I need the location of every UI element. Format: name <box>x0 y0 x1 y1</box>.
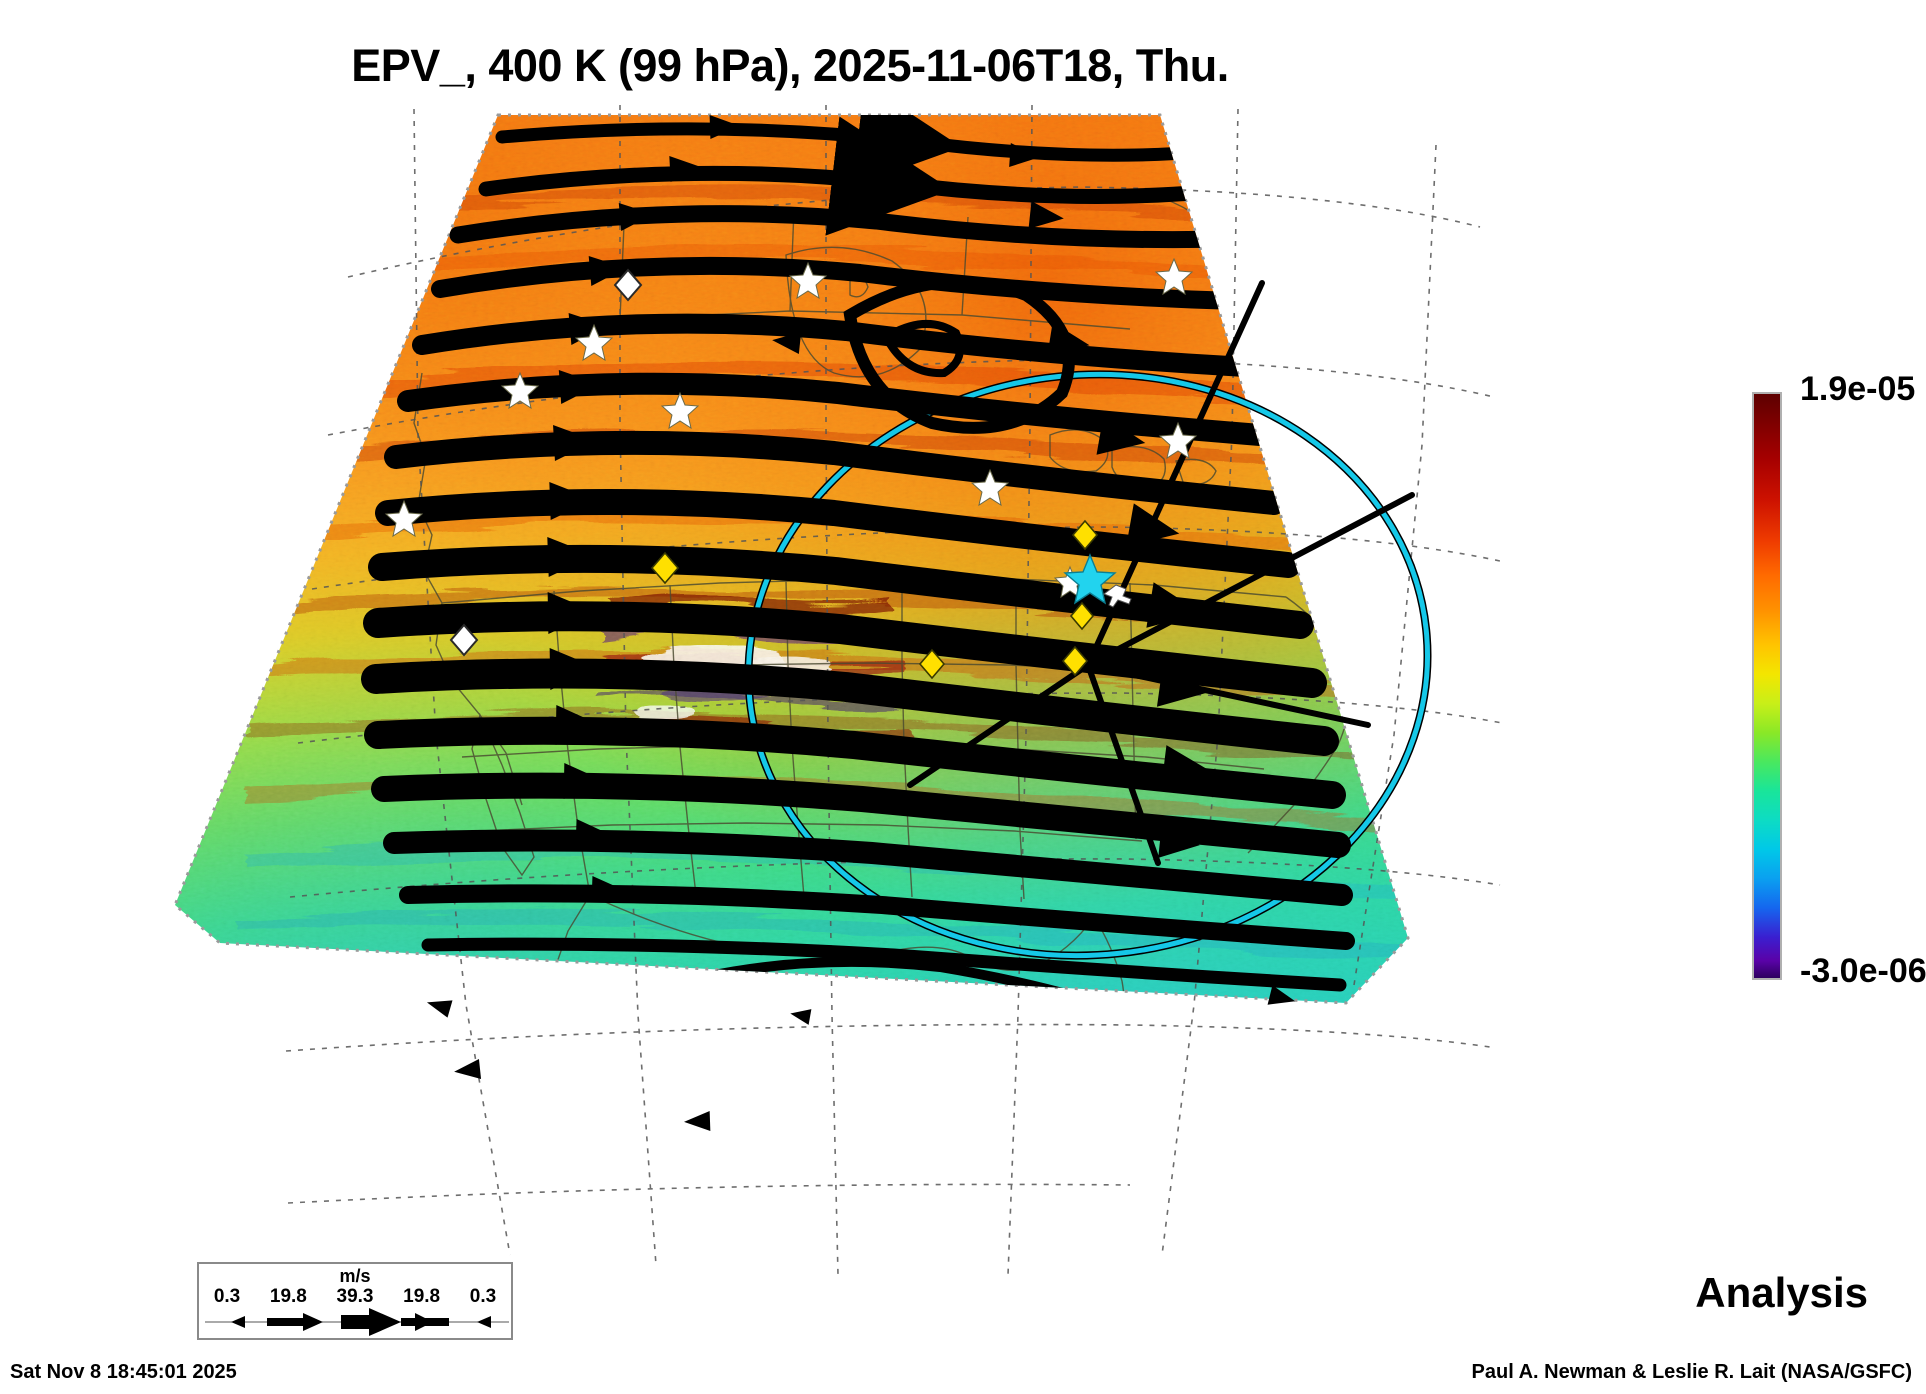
map-canvas[interactable] <box>150 105 1510 1285</box>
range-ring-group[interactable] <box>720 341 1457 989</box>
wind-tick-0: 0.3 <box>213 1286 241 1307</box>
wind-tick-4: 0.3 <box>469 1286 497 1307</box>
author-credits: Paul A. Newman & Leslie R. Lait (NASA/GS… <box>1471 1361 1912 1383</box>
open-diamond-marker[interactable] <box>449 268 643 657</box>
wind-legend-arrows <box>205 1308 509 1336</box>
analysis-label: Analysis <box>1695 1269 1868 1316</box>
colorbar[interactable]: 1.9e-05 -3.0e-06 <box>1748 370 1926 990</box>
map-panel[interactable] <box>150 105 1510 1285</box>
wind-legend-units: m/s <box>339 1266 371 1286</box>
yellow-diamond-marker[interactable] <box>650 519 1099 680</box>
colorbar-gradient <box>1752 392 1782 980</box>
map-boundary <box>173 113 1410 1005</box>
colorbar-max-label: 1.9e-05 <box>1800 370 1916 408</box>
wind-legend-ticks: 0.3 19.8 39.3 19.8 0.3 <box>199 1286 511 1308</box>
wind-speed-legend[interactable]: m/s 0.3 19.8 39.3 19.8 0.3 <box>197 1262 513 1340</box>
streamlines <box>325 115 1355 1003</box>
generation-timestamp: Sat Nov 8 18:45:01 2025 <box>10 1361 237 1383</box>
range-ring[interactable] <box>720 341 1457 989</box>
station-markers[interactable] <box>384 257 1198 680</box>
wind-tick-3: 19.8 <box>403 1286 441 1307</box>
cyan-star-marker[interactable] <box>1063 553 1117 605</box>
wind-tick-2: 39.3 <box>336 1286 374 1307</box>
page-title: EPV_, 400 K (99 hPa), 2025-11-06T18, Thu… <box>351 40 1229 91</box>
streamline-arrowheads <box>426 115 1296 1131</box>
colorbar-min-label: -3.0e-06 <box>1800 952 1926 990</box>
wind-tick-1: 19.8 <box>269 1286 307 1307</box>
aircraft-marker[interactable] <box>1102 584 1132 608</box>
